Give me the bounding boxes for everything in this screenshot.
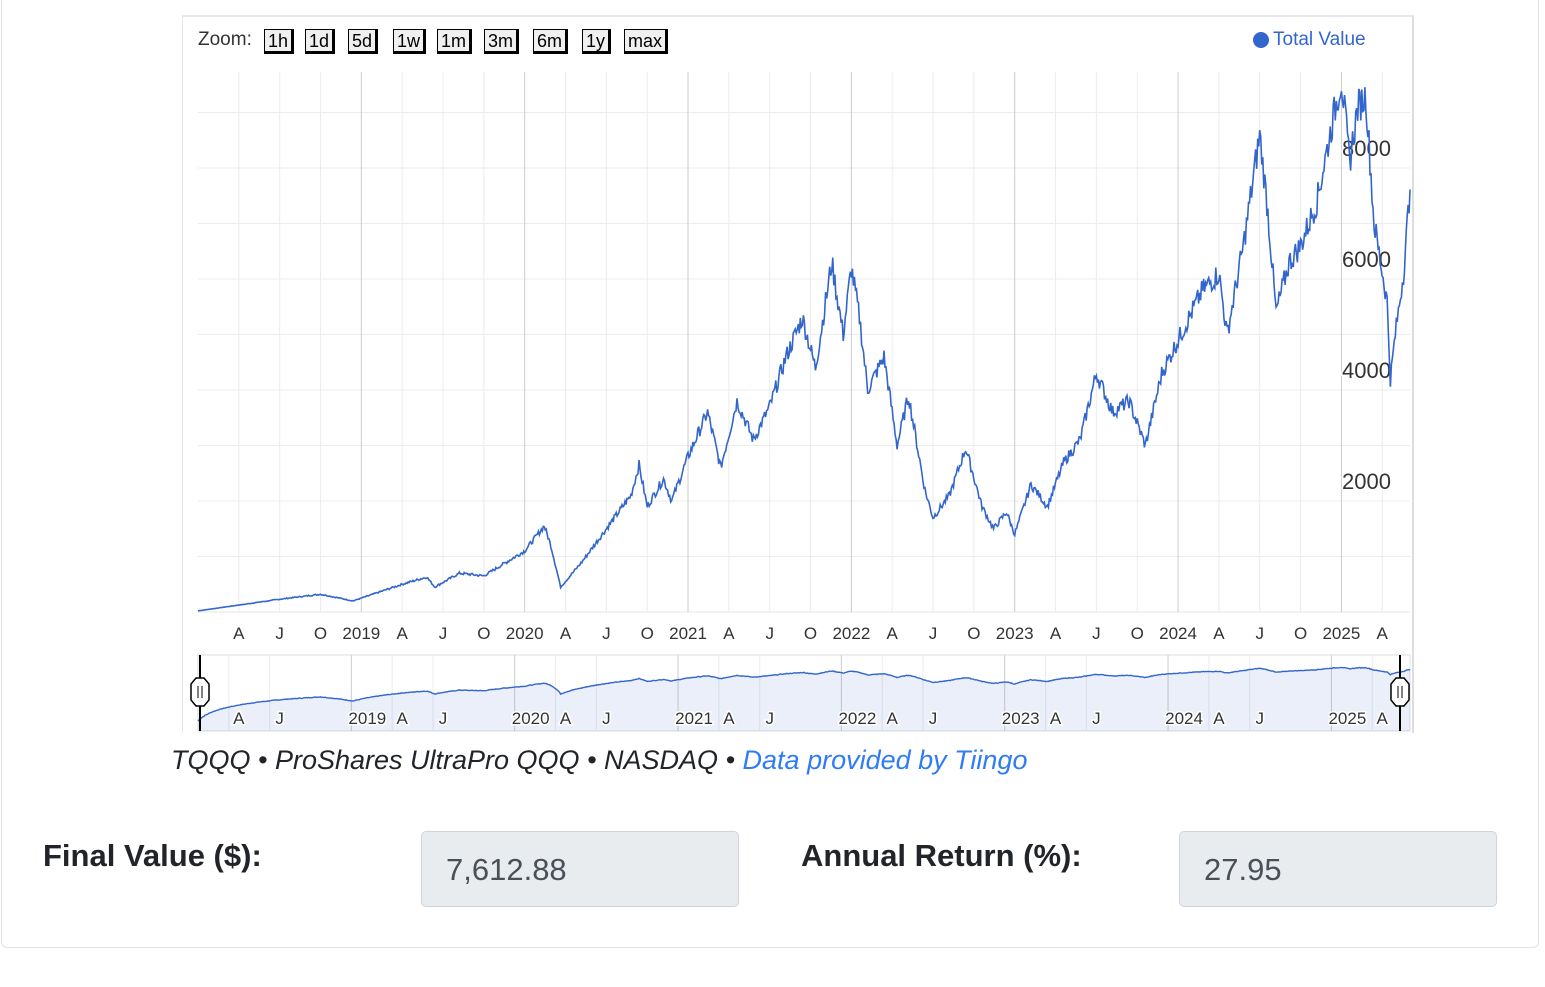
x-tick-label: A <box>233 624 245 643</box>
zoom-1w-button[interactable]: 1w <box>393 29 427 54</box>
separator: • <box>250 745 275 775</box>
x-tick-label: J <box>602 624 611 643</box>
annual-return-label: Annual Return (%): <box>801 838 1082 873</box>
zoom-1m-button[interactable]: 1m <box>437 29 473 54</box>
navigator-tick-label: A <box>1050 709 1062 728</box>
navigator-tick-label: J <box>602 709 611 728</box>
x-tick-label: O <box>641 624 654 643</box>
annual-return-field[interactable]: 27.95 <box>1179 831 1497 907</box>
x-tick-label: 2020 <box>506 624 544 643</box>
chart-container <box>182 15 1414 733</box>
navigator-tick-label: 2023 <box>1002 709 1040 728</box>
zoom-6m-button[interactable]: 6m <box>533 29 569 54</box>
navigator-tick-label: J <box>1092 709 1101 728</box>
navigator-tick-label: J <box>439 709 448 728</box>
navigator-tick-label: 2022 <box>838 709 876 728</box>
y-tick-label: 2000 <box>1342 469 1391 494</box>
chart-credit: TQQQ • ProShares UltraPro QQQ • NASDAQ •… <box>171 745 1027 776</box>
x-tick-label: 2019 <box>342 624 380 643</box>
navigator-right-handle[interactable] <box>1390 677 1410 707</box>
final-value-label: Final Value ($): <box>43 838 262 873</box>
x-tick-label: A <box>723 624 735 643</box>
x-tick-label: O <box>314 624 327 643</box>
zoom-max-button[interactable]: max <box>624 29 669 54</box>
exchange: NASDAQ <box>604 745 719 775</box>
x-tick-label: A <box>397 624 409 643</box>
navigator-line <box>197 666 1411 722</box>
x-tick-label: 2025 <box>1322 624 1360 643</box>
y-tick-label: 6000 <box>1342 247 1391 272</box>
x-tick-label: A <box>887 624 899 643</box>
x-tick-label: 2024 <box>1159 624 1197 643</box>
series-line-total-value <box>197 87 1411 612</box>
ticker: TQQQ <box>171 745 251 775</box>
x-tick-label: A <box>1213 624 1225 643</box>
line-chart: A J O 2019 A J O 2020 A J O 2021 A J O 2022 A J O 2023 A J O 20… <box>190 72 1411 732</box>
fund-name: ProShares UltraPro QQQ <box>274 745 580 775</box>
x-tick-label: J <box>275 624 284 643</box>
x-tick-label: J <box>1092 624 1101 643</box>
navigator-tick-label: J <box>929 709 938 728</box>
navigator-tick-label: A <box>887 709 899 728</box>
navigator-tick-label: 2020 <box>512 709 550 728</box>
navigator-tick-label: A <box>1213 709 1225 728</box>
results-card <box>1 0 1539 948</box>
navigator-tick-label: A <box>723 709 735 728</box>
separator: • <box>579 745 605 775</box>
x-tick-label: O <box>967 624 980 643</box>
final-value-field[interactable]: 7,612.88 <box>421 831 739 907</box>
tiingo-link[interactable]: Data provided by Tiingo <box>742 745 1028 775</box>
navigator-left-handle[interactable] <box>190 677 210 707</box>
x-tick-label: O <box>804 624 817 643</box>
navigator-tick-label: A <box>397 709 409 728</box>
legend-item-total-value[interactable]: Total Value <box>1253 29 1366 51</box>
navigator-tick-label: A <box>560 709 572 728</box>
x-tick-label: J <box>929 624 938 643</box>
navigator-tick-label: 2021 <box>675 709 713 728</box>
separator: • <box>718 745 743 775</box>
legend-label: Total Value <box>1273 29 1366 50</box>
navigator-tick-label: A <box>1377 709 1389 728</box>
navigator-tick-label: A <box>233 709 245 728</box>
zoom-label: Zoom: <box>198 29 252 50</box>
x-tick-label: J <box>765 624 774 643</box>
navigator-tick-label: 2019 <box>348 709 386 728</box>
navigator-tick-label: J <box>1255 709 1264 728</box>
navigator-tick-label: 2024 <box>1165 709 1203 728</box>
x-tick-label: A <box>1050 624 1062 643</box>
x-tick-label: 2022 <box>832 624 870 643</box>
x-tick-label: 2021 <box>669 624 707 643</box>
x-tick-label: O <box>1131 624 1144 643</box>
x-tick-label: A <box>1377 624 1389 643</box>
x-tick-label: 2023 <box>996 624 1034 643</box>
x-tick-label: O <box>1294 624 1307 643</box>
navigator-tick-label: 2025 <box>1328 709 1366 728</box>
zoom-5d-button[interactable]: 5d <box>348 29 379 54</box>
x-tick-label: O <box>477 624 490 643</box>
navigator-tick-label: J <box>765 709 774 728</box>
navigator-tick-label: J <box>275 709 284 728</box>
zoom-1y-button[interactable]: 1y <box>582 29 612 54</box>
legend-dot-icon <box>1253 32 1269 48</box>
x-tick-label: J <box>1255 624 1264 643</box>
x-tick-label: J <box>439 624 448 643</box>
zoom-1h-button[interactable]: 1h <box>264 29 295 54</box>
x-tick-label: A <box>560 624 572 643</box>
zoom-1d-button[interactable]: 1d <box>305 29 336 54</box>
navigator-area <box>198 667 1410 731</box>
zoom-3m-button[interactable]: 3m <box>484 29 520 54</box>
y-tick-label: 4000 <box>1342 358 1391 383</box>
